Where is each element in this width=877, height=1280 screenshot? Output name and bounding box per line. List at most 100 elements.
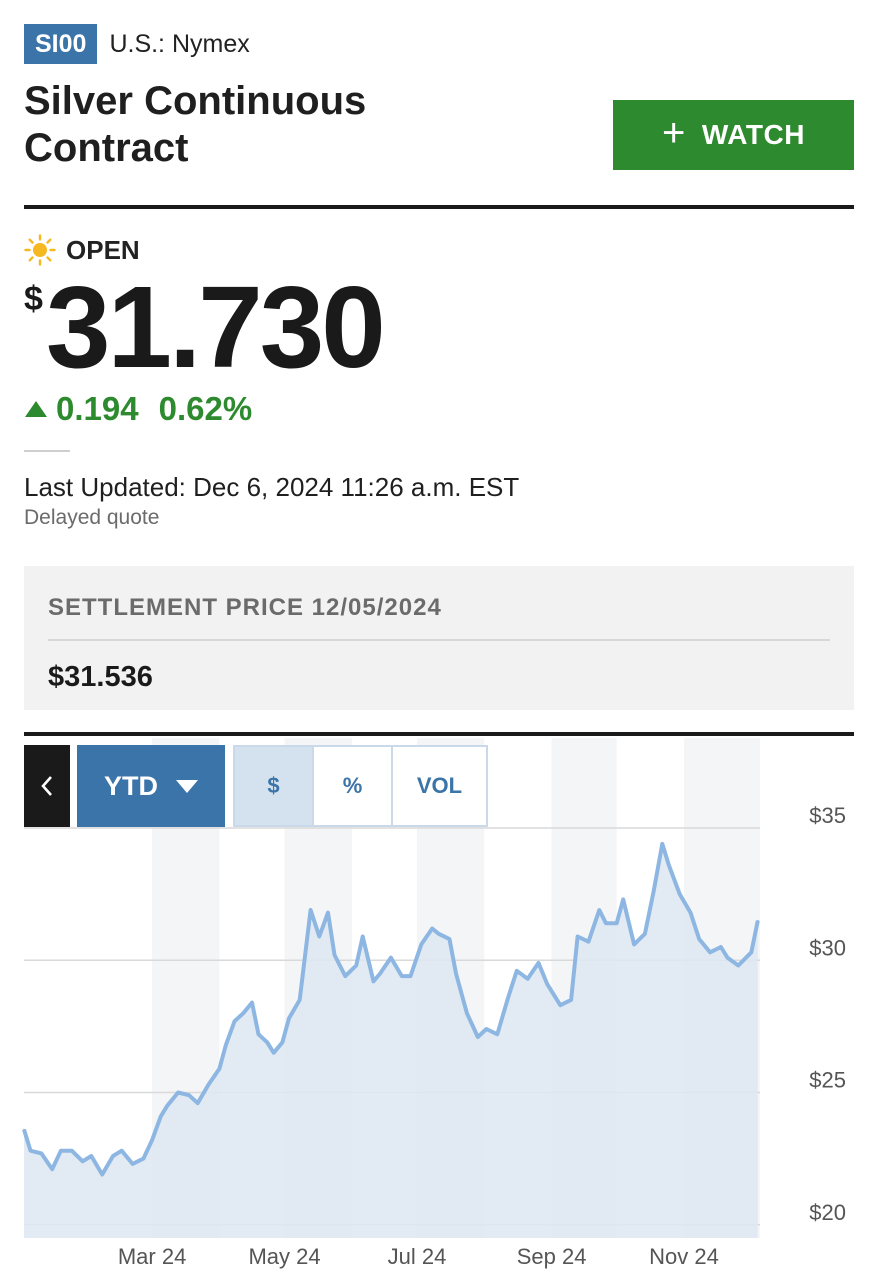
price-point (281, 1041, 284, 1044)
price-point (327, 911, 329, 914)
price-point (29, 1149, 32, 1152)
change-value: 0.194 (56, 390, 139, 427)
price-point (598, 909, 601, 911)
range-label: YTD (104, 770, 158, 801)
chart-mode-toggle: $ % VOL (233, 745, 488, 827)
price-point (70, 1149, 73, 1152)
change-percent: 0.62% (158, 390, 253, 427)
watch-button[interactable]: + WATCH (613, 100, 854, 170)
price-point (737, 964, 740, 967)
price-point (726, 956, 729, 959)
settlement-value: $31.536 (48, 661, 153, 693)
price-change: 0.194 0.62% (24, 390, 252, 428)
price-point (559, 1004, 562, 1007)
price-point (257, 1033, 260, 1036)
price-point (431, 927, 433, 930)
y-tick-label: $35 (809, 803, 846, 828)
price-point (333, 954, 336, 956)
watch-button-label: WATCH (701, 119, 805, 150)
price-point (188, 1094, 190, 1096)
price-point (720, 946, 722, 948)
price-point (81, 1160, 84, 1163)
price-point (476, 1036, 479, 1038)
price-point (633, 943, 635, 946)
price-point (622, 898, 625, 901)
price-point (151, 1139, 153, 1141)
x-tick-label: Nov 24 (649, 1244, 719, 1269)
price-point (448, 938, 451, 940)
header-divider (24, 205, 854, 209)
price-point (288, 1017, 290, 1020)
price-point (661, 843, 664, 845)
price-point (709, 951, 711, 954)
price-point (668, 864, 670, 866)
last-updated: Last Updated: Dec 6, 2024 11:26 a.m. EST (24, 472, 520, 502)
price-point (120, 1149, 123, 1152)
price-point (485, 1028, 488, 1030)
price-point (546, 983, 549, 985)
price-point (576, 935, 579, 938)
ticker-row: SI00 U.S.: Nymex (24, 24, 250, 64)
price-point (166, 1104, 169, 1107)
price-point (225, 1044, 227, 1046)
price-point (372, 980, 375, 983)
price-point (757, 919, 759, 922)
price-point (266, 1041, 268, 1044)
price-point (361, 935, 364, 938)
price-point (298, 999, 301, 1001)
price-point (355, 964, 357, 967)
price-point (570, 999, 572, 1001)
mode-percent[interactable]: % (314, 747, 393, 825)
price-point (196, 1102, 199, 1104)
price-point (516, 970, 518, 972)
price-point (587, 940, 590, 943)
price-point (420, 943, 423, 946)
price-point (131, 1163, 134, 1165)
y-tick-label: $20 (809, 1200, 846, 1225)
chart-back-button[interactable] (24, 745, 70, 827)
settlement-panel: SETTLEMENT PRICE 12/05/2024 $31.536 (24, 566, 854, 710)
price-point (142, 1157, 145, 1160)
y-tick-label: $25 (809, 1068, 846, 1093)
settlement-label: SETTLEMENT PRICE 12/05/2024 (48, 594, 442, 621)
currency-symbol: $ (24, 280, 43, 318)
range-dropdown[interactable]: YTD (77, 745, 225, 827)
x-tick-label: Mar 24 (118, 1244, 186, 1269)
delayed-quote-note: Delayed quote (24, 506, 160, 529)
x-tick-label: May 24 (248, 1244, 320, 1269)
exchange-label: U.S.: Nymex (109, 29, 250, 58)
price-point (644, 933, 646, 935)
x-tick-label: Jul 24 (388, 1244, 447, 1269)
price-point (537, 962, 540, 964)
price-point (101, 1173, 103, 1176)
price-point (272, 1052, 275, 1054)
price-point (750, 951, 753, 954)
mode-dollar[interactable]: $ (235, 747, 314, 825)
price-point (507, 996, 509, 999)
price-point (51, 1168, 54, 1171)
instrument-title: Silver Continuous Contract (24, 79, 367, 170)
price-point (309, 909, 312, 911)
plus-icon: + (662, 111, 686, 155)
price-point (698, 938, 701, 940)
market-status: OPEN (24, 234, 140, 266)
settlement-divider (48, 639, 830, 641)
price-point (233, 1020, 236, 1022)
price-area (24, 843, 758, 1238)
price-point (400, 975, 403, 977)
price-point (615, 922, 618, 925)
last-price: 31.730 (46, 262, 386, 392)
price-point (23, 1128, 25, 1131)
chart-controls: YTD $ % VOL (24, 745, 488, 827)
chevron-left-icon (41, 776, 52, 796)
price-point (678, 893, 681, 895)
price-point (409, 975, 412, 977)
price-point (605, 922, 607, 925)
price-point (251, 1001, 253, 1004)
up-arrow-icon (25, 401, 47, 417)
price-point (177, 1091, 179, 1094)
price-point (455, 972, 457, 975)
price-point (390, 956, 392, 959)
mode-volume[interactable]: VOL (393, 747, 486, 825)
small-divider (24, 450, 70, 452)
